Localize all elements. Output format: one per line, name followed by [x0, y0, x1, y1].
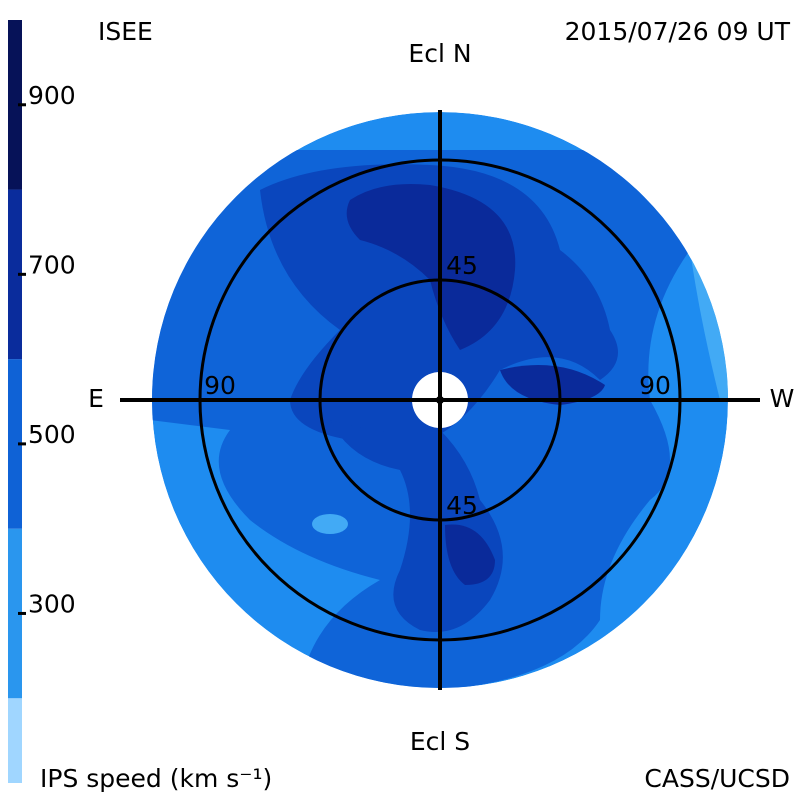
ring-label: 90 — [204, 371, 236, 400]
region-light — [312, 514, 348, 534]
center-dot — [436, 396, 444, 404]
colorbar-tick-label: 700 — [28, 250, 76, 279]
header-right: 2015/07/26 09 UT — [565, 17, 791, 46]
colorbar-band — [8, 359, 22, 529]
east-label: E — [88, 384, 104, 413]
footer-right: CASS/UCSD — [644, 764, 790, 793]
south-label: Ecl S — [410, 727, 470, 756]
north-label: Ecl N — [408, 39, 471, 68]
west-label: W — [770, 384, 795, 413]
region-darkest — [500, 365, 605, 405]
ring-label: 45 — [446, 251, 478, 280]
region-darkest — [445, 524, 495, 585]
ring-label: 45 — [446, 491, 478, 520]
colorbar-band — [8, 528, 22, 699]
ring-label: 90 — [639, 371, 671, 400]
colorbar-tick-label: 500 — [28, 420, 76, 449]
colorbar-band — [8, 20, 22, 190]
region-darkest — [346, 184, 516, 350]
colorbar-band — [8, 189, 22, 360]
colorbar-band — [8, 698, 22, 783]
colorbar-tick-label: 300 — [28, 589, 76, 618]
colorbar-tick-label: 900 — [28, 81, 76, 110]
colorbar: 900 700 500 300 — [8, 20, 76, 783]
footer-left: IPS speed (km s⁻¹) — [40, 764, 272, 793]
header-left: ISEE — [98, 17, 153, 46]
